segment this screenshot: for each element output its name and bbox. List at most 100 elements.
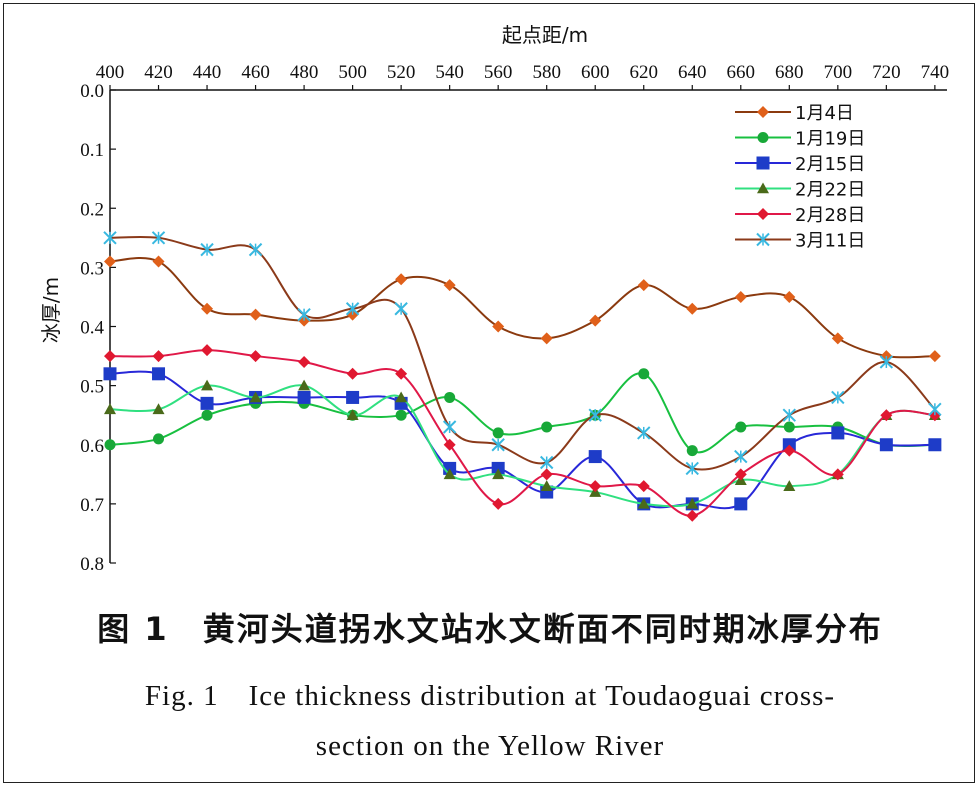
data-point [879,355,894,369]
data-point [346,390,360,404]
data-point [928,350,941,363]
data-point [152,403,165,415]
legend-item: 3月11日 [735,231,865,252]
legend-label: 2月15日 [795,154,865,175]
data-point [492,320,505,333]
data-point [928,402,942,416]
y-ticks: 0.0 0.1 0.2 0.3 0.4 0.5 0.6 0.7 0.8 [80,81,116,575]
data-point [589,480,602,493]
data-point [442,420,457,434]
data-point [298,379,311,391]
data-point [540,332,553,345]
data-point [103,367,117,381]
x-tick-label: 520 [387,62,416,83]
legend-label: 1月4日 [795,103,854,124]
figure-caption-english-line2: section on the Yellow River [315,730,665,762]
x-axis-label: 起点距/m [502,23,588,47]
data-point [152,367,166,381]
data-point [104,403,116,415]
x-tick-label: 460 [241,62,270,83]
legend: 1月4日 1月19日 2月15日 2月22日 2月28日 3月11日 [735,103,865,252]
figure-caption-english-line1: Fig. 1 Ice thickness distribution at Tou… [144,680,836,712]
data-point [686,445,698,457]
x-tick-label: 620 [629,62,658,83]
data-point [153,433,165,445]
data-point [201,344,214,357]
series-3 [103,367,942,511]
x-tick-label: 420 [144,62,173,83]
data-point [734,449,748,464]
data-point [444,391,456,403]
data-point [783,421,795,433]
data-point [395,367,408,380]
data-point [783,290,796,303]
figure-caption-chinese: 图 1 黄河头道拐水文站水文断面不同时期冰厚分布 [97,610,883,648]
x-tick-label: 640 [678,62,707,83]
series-line [109,256,935,359]
series-lines [103,231,942,522]
series-1 [104,255,941,363]
series-4 [104,379,941,509]
data-point [735,421,747,433]
data-point [298,355,311,368]
data-point [104,350,116,363]
data-point [248,242,263,257]
data-point [443,279,456,292]
data-point [831,426,845,440]
legend-label: 2月28日 [795,205,865,226]
data-point [880,409,893,422]
x-tick-label: 740 [921,62,950,83]
data-point [734,290,747,303]
data-point [686,509,699,522]
data-point [879,438,893,452]
x-tick-label: 600 [581,62,610,83]
data-point [831,332,844,345]
x-tick-label: 680 [775,62,804,83]
data-point [151,231,166,245]
y-tick-label: 0.7 [80,495,104,516]
figure-frame [3,3,975,783]
data-point [637,497,650,509]
series-2 [104,368,941,457]
y-tick-label: 0.4 [80,318,104,339]
data-point [637,279,650,292]
data-point [756,156,770,170]
data-point [152,350,165,363]
series-line [109,384,935,508]
data-point [734,497,748,511]
data-point [638,368,650,380]
y-tick-label: 0.1 [80,140,104,161]
data-point [249,391,262,403]
legend-item: 1月19日 [735,129,865,150]
data-point [200,396,214,410]
data-point [200,242,214,257]
legend-item: 2月15日 [735,154,865,175]
data-point [104,255,116,268]
data-point [443,468,456,480]
y-tick-label: 0.6 [80,436,104,457]
series-6 [103,231,942,476]
data-point [443,438,456,451]
data-point [757,132,769,143]
data-point [492,497,505,510]
data-point [637,480,650,493]
x-tick-label: 700 [824,62,853,83]
data-point [492,427,504,439]
data-point [491,438,505,452]
x-tick-label: 660 [727,62,756,83]
x-tick-label: 400 [96,62,125,83]
data-point [201,302,214,315]
data-point [346,409,359,420]
data-point [831,390,845,405]
data-point [201,409,213,421]
data-point [394,302,408,316]
legend-label: 1月19日 [795,129,865,150]
x-ticks: 400 420 440 460 480 500 520 540 560 580 600 620 640 6… [96,62,949,90]
data-point [539,455,554,470]
x-tick-label: 500 [338,62,367,83]
data-point [297,390,311,404]
data-point [757,106,769,118]
x-tick-label: 720 [872,62,901,83]
data-point [540,468,553,481]
data-point [395,273,408,286]
